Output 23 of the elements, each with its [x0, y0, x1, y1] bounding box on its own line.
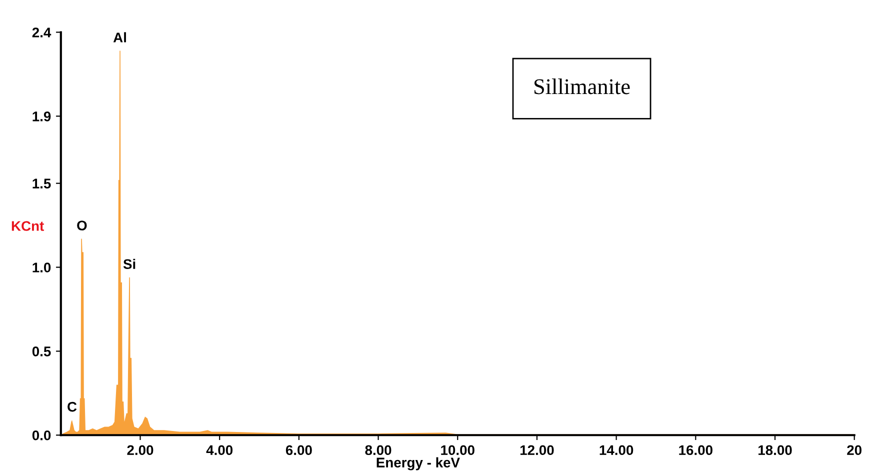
y-tick-label: 0.5	[32, 346, 51, 356]
y-tick-label: 1.9	[32, 112, 51, 122]
x-tick-label: 16.00	[679, 445, 712, 456]
x-tick-label: 6.00	[286, 445, 312, 456]
x-tick-label: 10.00	[441, 445, 474, 456]
y-tick-label: 1.0	[32, 262, 51, 272]
y-tick-label: 2.4	[32, 28, 52, 38]
annotation: Si	[123, 258, 136, 270]
x-axis-title: Energy - keV	[376, 457, 460, 470]
annotation: C	[68, 402, 77, 412]
x-tick-label: 4.00	[206, 445, 233, 456]
annotation: O	[77, 220, 87, 230]
x-tick-label: 8.00	[365, 445, 392, 456]
x-tick-label: 18.00	[758, 445, 792, 456]
x-tick-label: 12.00	[520, 445, 554, 456]
x-tick-label: 20	[847, 445, 862, 456]
x-tick-label: 14.00	[600, 445, 634, 456]
y-tick-label: 1.5	[32, 178, 51, 188]
x-tick-label: 2.00	[127, 445, 154, 456]
annotation: Sillimanite	[534, 78, 630, 94]
annotation: Al	[113, 32, 126, 42]
y-axis-title: KCnt	[12, 221, 44, 231]
y-tick-label: 0.0	[32, 430, 51, 440]
